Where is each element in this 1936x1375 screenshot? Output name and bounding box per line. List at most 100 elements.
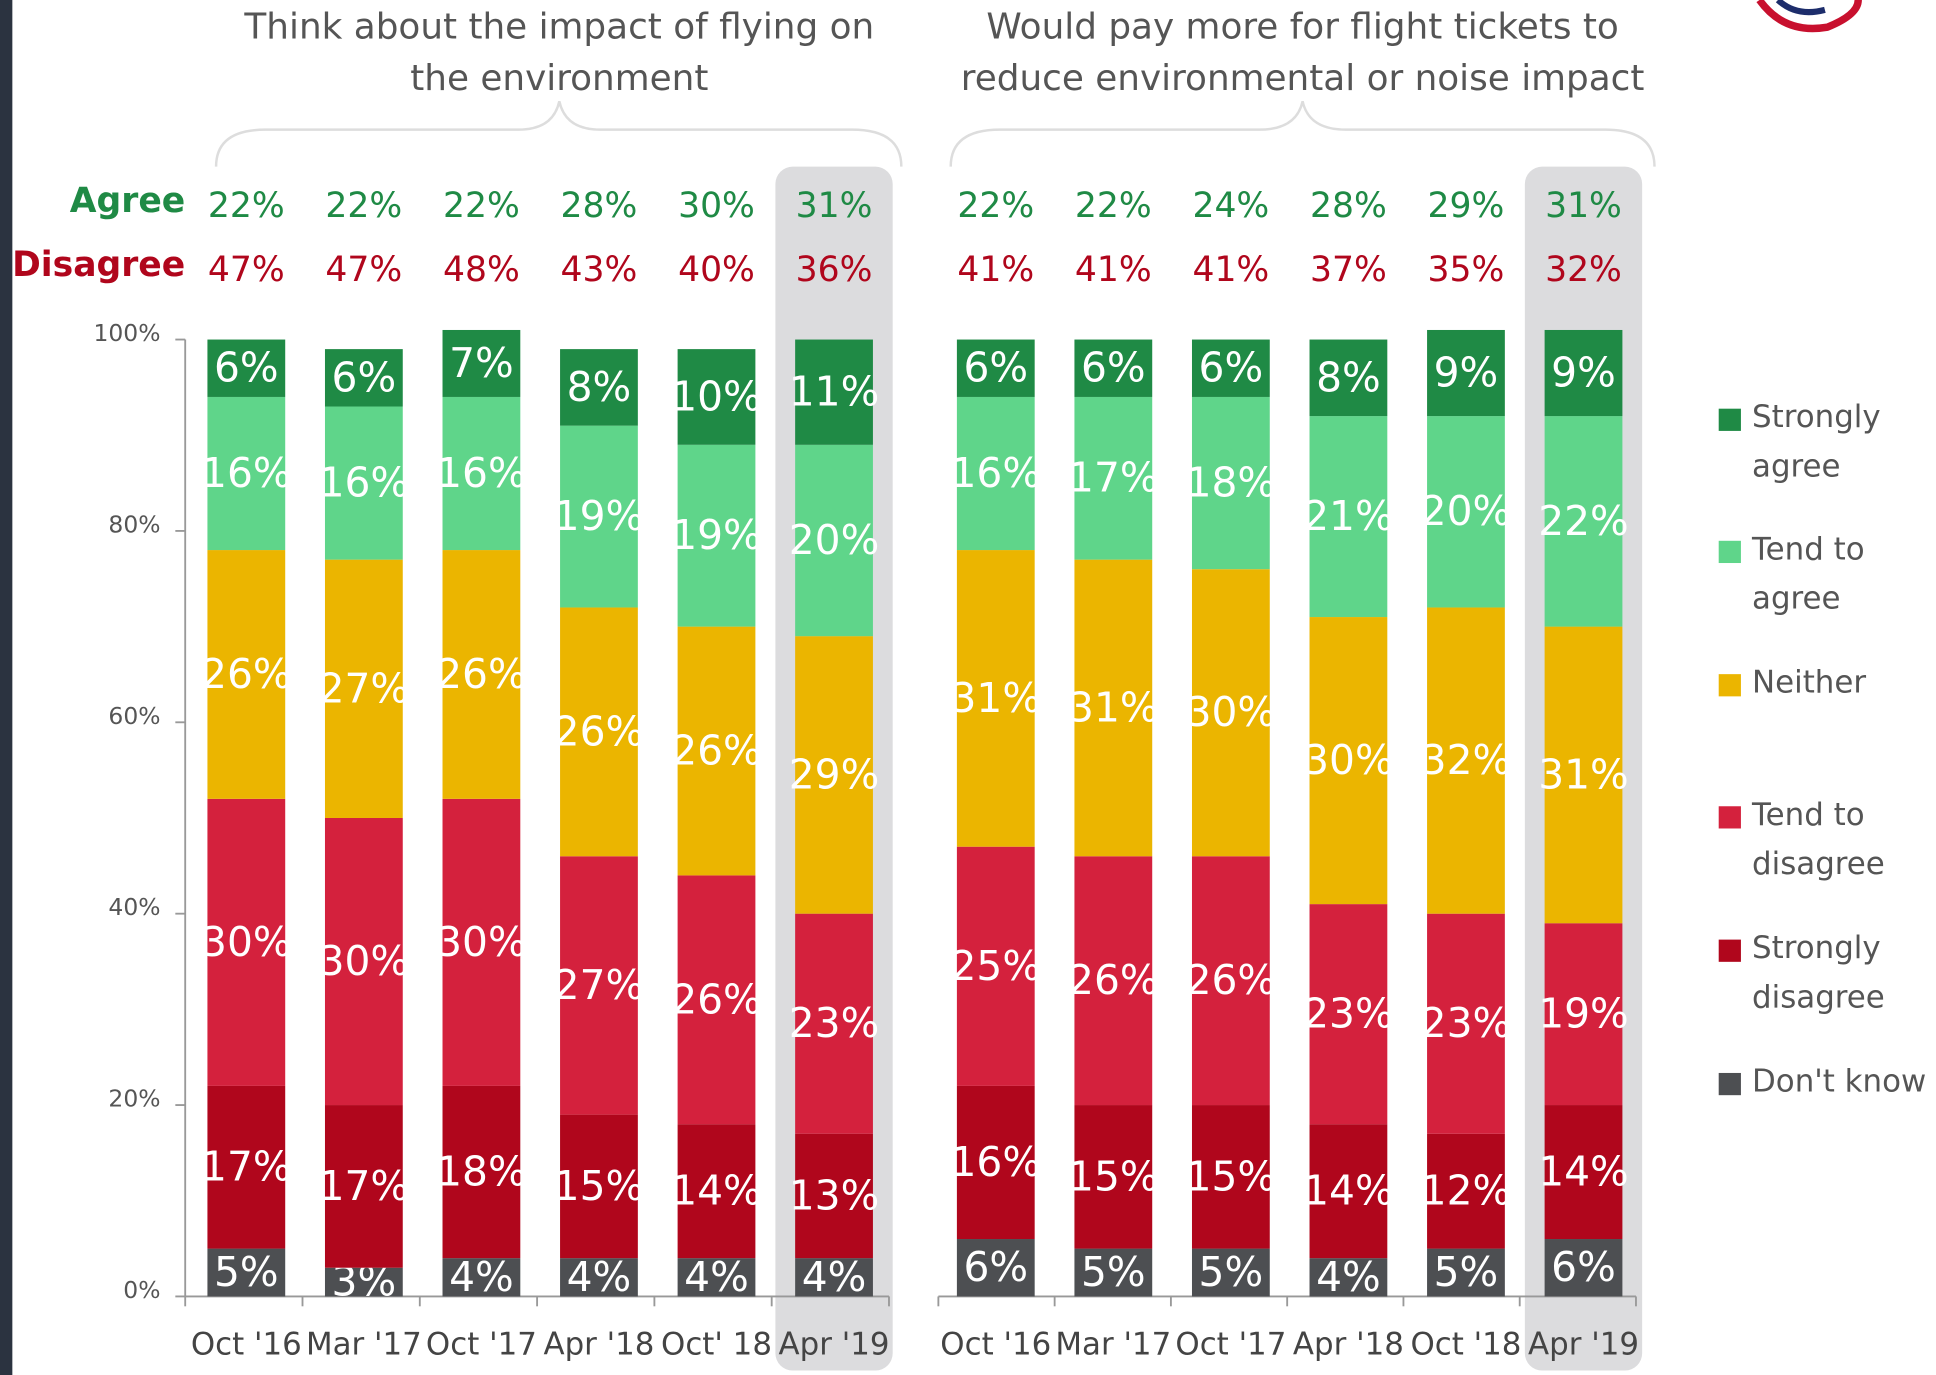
data-label: 26% — [671, 726, 762, 774]
data-label: 26% — [554, 707, 645, 755]
agree-value: 30% — [678, 186, 755, 226]
legend-swatch — [1718, 408, 1741, 431]
y-tick-label: 100% — [93, 319, 160, 347]
data-label: 14% — [671, 1167, 762, 1215]
data-label: 19% — [671, 511, 762, 559]
data-label: 4% — [802, 1253, 867, 1301]
data-label: 26% — [436, 650, 527, 698]
bar-segment — [560, 1258, 638, 1297]
x-tick-label: Oct' 18 — [661, 1326, 772, 1362]
agree-value: 24% — [1192, 186, 1269, 226]
legend-item: Tend to disagree — [1718, 790, 1936, 889]
x-tick-label: Mar '17 — [1055, 1326, 1171, 1362]
data-label: 5% — [1434, 1248, 1499, 1296]
bar-segment — [207, 798, 286, 1086]
agree-value: 28% — [1310, 186, 1387, 226]
data-label: 20% — [1421, 487, 1512, 535]
bar-segment — [795, 444, 873, 637]
data-label: 19% — [554, 492, 645, 540]
data-label: 16% — [319, 459, 410, 507]
disagree-label: Disagree — [12, 245, 185, 285]
bar-segment — [442, 550, 521, 799]
disagree-value: 41% — [1192, 250, 1269, 290]
x-tick-label: Apr '19 — [1528, 1326, 1639, 1362]
disagree-value: 48% — [443, 250, 520, 290]
bar-segment — [1191, 339, 1270, 397]
chart-title: Think about the impact of flying on the … — [244, 4, 875, 99]
bar-segment — [1544, 626, 1623, 924]
bar-segment — [324, 349, 403, 407]
legend-swatch — [1718, 540, 1741, 564]
bar-segment — [207, 396, 286, 551]
legend-item: Strongly agree — [1718, 393, 1936, 492]
data-label: 26% — [1068, 956, 1159, 1004]
agree-value: 22% — [208, 186, 285, 226]
data-label: 5% — [214, 1248, 279, 1296]
bar-segment — [1544, 923, 1623, 1106]
data-label: 30% — [436, 918, 527, 966]
data-label: 6% — [214, 344, 279, 392]
data-label: 15% — [1186, 1152, 1277, 1200]
data-label: 21% — [1303, 492, 1394, 540]
x-tick-label: Apr '18 — [543, 1326, 654, 1362]
bar-segment — [1544, 416, 1623, 627]
disagree-value: 32% — [1545, 250, 1622, 290]
disagree-value: 40% — [678, 250, 755, 290]
bar-segment — [1074, 559, 1153, 857]
data-label: 4% — [684, 1253, 749, 1301]
bar-segment — [1191, 569, 1270, 857]
bar-segment — [442, 1085, 521, 1259]
bar-segment — [442, 329, 521, 397]
agree-value: 22% — [443, 186, 520, 226]
data-label: 10% — [671, 372, 762, 420]
data-label: 17% — [319, 1162, 410, 1210]
data-label: 8% — [567, 363, 632, 411]
bar-segment — [442, 798, 521, 1086]
data-label: 13% — [789, 1171, 880, 1219]
data-label: 11% — [789, 368, 880, 416]
data-label: 12% — [1421, 1167, 1512, 1215]
bar-segment — [956, 396, 1035, 551]
disagree-value: 35% — [1428, 250, 1505, 290]
bar-segment — [1191, 1105, 1270, 1249]
bar-segment — [324, 559, 403, 818]
bar-segment — [1074, 1105, 1153, 1249]
bar-segment — [207, 1248, 286, 1297]
bar-segment — [956, 1085, 1035, 1240]
x-tick-label: Oct '16 — [191, 1326, 302, 1362]
x-tick-label: Oct '18 — [1410, 1326, 1521, 1362]
data-label: 16% — [436, 449, 527, 497]
bar-segment — [795, 1258, 873, 1297]
y-tick-label: 40% — [108, 893, 160, 921]
data-label: 18% — [1186, 459, 1277, 507]
bar-segment — [1309, 339, 1388, 417]
legend-item: Tend to agree — [1718, 525, 1936, 624]
bar-segment — [677, 875, 756, 1125]
bar-segment — [1427, 913, 1505, 1134]
disagree-value: 47% — [325, 250, 402, 290]
data-label: 23% — [789, 999, 880, 1047]
left-strip — [0, 0, 13, 1375]
bar-segment — [1074, 856, 1153, 1106]
data-label: 31% — [1538, 750, 1629, 798]
bar-segment — [956, 846, 1035, 1086]
legend-label: Strongly disagree — [1752, 929, 1885, 1015]
bar-segment — [207, 1085, 286, 1249]
bar-segment — [1074, 1248, 1153, 1297]
bar-segment — [560, 1114, 638, 1259]
logo — [1775, 0, 1826, 16]
agree-value: 31% — [1545, 186, 1622, 226]
bar-segment — [1427, 607, 1505, 914]
agree-value: 31% — [796, 186, 873, 226]
bar-segment — [956, 550, 1035, 847]
bar-segment — [1544, 1105, 1623, 1240]
bar-segment — [442, 1258, 521, 1297]
data-label: 26% — [1186, 956, 1277, 1004]
x-tick-label: Oct '17 — [426, 1326, 537, 1362]
legend-label: Tend to disagree — [1752, 796, 1885, 882]
data-label: 6% — [1551, 1243, 1616, 1291]
bar-segment — [324, 1105, 403, 1268]
agree-value: 22% — [325, 186, 402, 226]
